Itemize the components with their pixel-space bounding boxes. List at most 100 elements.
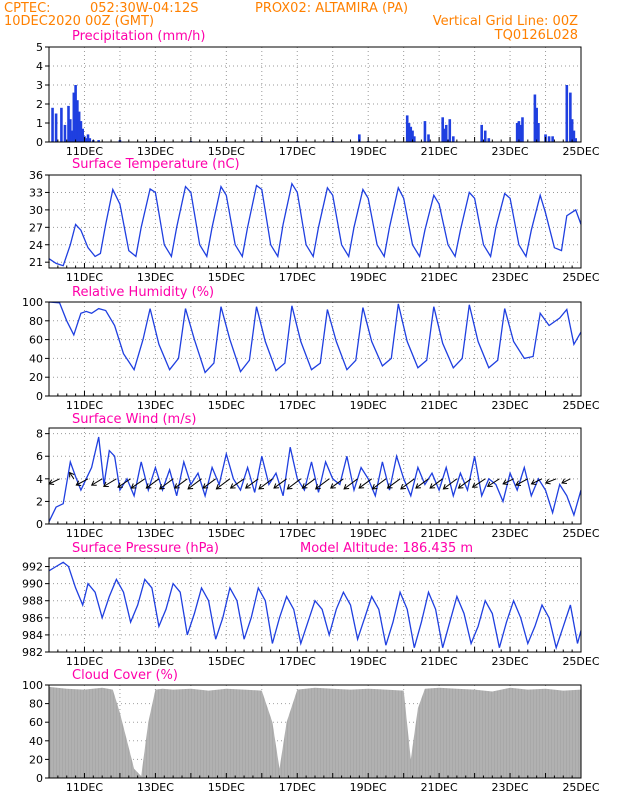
rh-frame (48, 301, 582, 397)
precip-bar (67, 105, 70, 142)
pres-xtick-label: 19DEC (350, 655, 387, 668)
pres-ytick-label: 988 (22, 595, 43, 608)
wind-arrow-shaft (372, 478, 387, 490)
rh-ytick-label: 20 (29, 371, 43, 384)
precip-bar (88, 138, 92, 142)
temp-xtick-label: 19DEC (350, 271, 387, 284)
humidity-title: Relative Humidity (%) (72, 285, 214, 300)
wind-ytick-label: 2 (36, 495, 43, 508)
precip-bar (358, 134, 361, 142)
wind-arrow-head (530, 479, 537, 485)
wind-arrow-shaft (330, 478, 344, 489)
temp-ytick-label: 27 (29, 221, 43, 234)
pres-xtick-label: 23DEC (492, 655, 529, 668)
header-run-date: 10DEC2020 00Z (GMT) (4, 14, 154, 29)
wind-arrow-head (103, 481, 109, 487)
precip-ytick-label: 0 (36, 136, 43, 149)
header-model-id: TQ0126L028 (494, 28, 578, 43)
cloud-area (49, 686, 581, 778)
precip-bar (519, 124, 523, 142)
cloud-cover-title: Cloud Cover (%) (72, 668, 178, 683)
pres-xtick-label: 13DEC (137, 655, 174, 668)
wind-arrow-shaft (415, 478, 429, 489)
rh-xtick-label: 25DEC (562, 399, 599, 412)
wind-arrow-head (158, 484, 165, 490)
wind-arrow-head (330, 483, 336, 489)
wind-arrow-head (244, 483, 251, 489)
wind-line (48, 436, 582, 522)
rh-xtick-label: 17DEC (279, 399, 316, 412)
rh-xtick-label: 19DEC (350, 399, 387, 412)
rh-panel: 0 20 40 60 80 100 11DEC 13DEC 15DEC 17DEC 19DEC 21D… (22, 296, 600, 412)
wind-xtick-label: 13DEC (137, 527, 174, 540)
wind-arrow-shaft (230, 478, 245, 489)
wind-arrow-shaft (202, 478, 216, 489)
wind-arrow-shaft (146, 478, 160, 489)
rh-line (48, 301, 582, 374)
wind-arrow-shaft (443, 478, 458, 490)
precip-bar (411, 130, 414, 142)
pres-xtick-label: 11DEC (66, 655, 103, 668)
precip-bar (521, 117, 524, 142)
wind-arrow-head (400, 484, 406, 490)
wind-arrow-shaft (387, 478, 401, 489)
wind-arrow-shaft (502, 478, 514, 485)
wind-arrow-head (314, 484, 321, 490)
cloud-ytick-label: 60 (29, 716, 43, 729)
wind-arrow-head (215, 484, 222, 490)
wind-arrow-head (229, 483, 236, 489)
precip-bar (68, 119, 72, 142)
precip-bar (444, 124, 448, 142)
precip-bar (565, 85, 569, 142)
precip-xtick-label: 11DEC (66, 145, 103, 158)
precip-bar (517, 121, 521, 142)
precip-bar (572, 130, 576, 142)
pres-xtick-label: 25DEC (562, 655, 599, 668)
temp-ytick-label: 33 (29, 186, 43, 199)
wind-title: Surface Wind (m/s) (72, 412, 196, 427)
wind-ytick-label: 0 (36, 518, 43, 531)
header-station: PROX02: ALTAMIRA (PA) (255, 1, 408, 16)
pres-ytick-label: 984 (22, 629, 43, 642)
wind-arrow-shaft (515, 478, 529, 486)
temp-xtick-label: 11DEC (66, 271, 103, 284)
header-grid-note: Vertical Grid Line: 00Z (433, 14, 578, 29)
wind-arrow-head (371, 484, 378, 490)
precip-bar (81, 128, 84, 142)
rh-xtick-label: 21DEC (421, 399, 458, 412)
precip-bar (533, 94, 537, 142)
precip-ytick-label: 5 (36, 41, 43, 54)
precip-bar (77, 111, 81, 142)
wind-arrow-shaft (103, 478, 117, 487)
rh-ytick-label: 100 (22, 296, 43, 309)
cloud-ytick-label: 0 (36, 772, 43, 785)
wind-arrow-head (202, 483, 209, 489)
precip-ytick-label: 4 (36, 60, 43, 73)
rh-xtick-label: 11DEC (66, 399, 103, 412)
precip-bar (483, 130, 487, 142)
pres-panel: 982 984 986 988 990 992 11DEC 13DEC 15DEC 17DEC 19… (22, 557, 600, 668)
wind-arrow-head (69, 471, 75, 478)
cloud-xtick-label: 11DEC (66, 781, 103, 794)
pres-ytick-label: 982 (22, 646, 43, 659)
wind-arrow-shaft (358, 478, 373, 489)
temp-ytick-label: 36 (29, 169, 43, 182)
temp-ytick-label: 21 (29, 256, 43, 269)
wind-arrow-head (90, 480, 97, 486)
precip-bar (547, 136, 551, 142)
cloud-ytick-label: 100 (22, 679, 43, 692)
wind-arrow-head (130, 483, 137, 489)
rh-xtick-label: 23DEC (492, 399, 529, 412)
precipitation-title: Precipitation (mm/h) (72, 29, 205, 44)
wind-arrow-head (442, 484, 449, 490)
cloud-ytick-label: 80 (29, 698, 43, 711)
wind-arrow-shaft (258, 478, 273, 490)
wind-arrow-head (515, 480, 522, 486)
wind-arrow-head (301, 483, 308, 489)
precip-panel: 0 1 2 3 4 5 11DEC 13DEC 15DEC 17DEC 19DEC 21DEC 23DE… (36, 41, 600, 158)
temperature-title: Surface Temperature (nC) (72, 157, 240, 172)
temp-ytick-label: 24 (29, 239, 43, 252)
cloud-ytick-label: 20 (29, 753, 43, 766)
cloud-xtick-label: 21DEC (421, 781, 458, 794)
precip-bar (574, 138, 577, 142)
